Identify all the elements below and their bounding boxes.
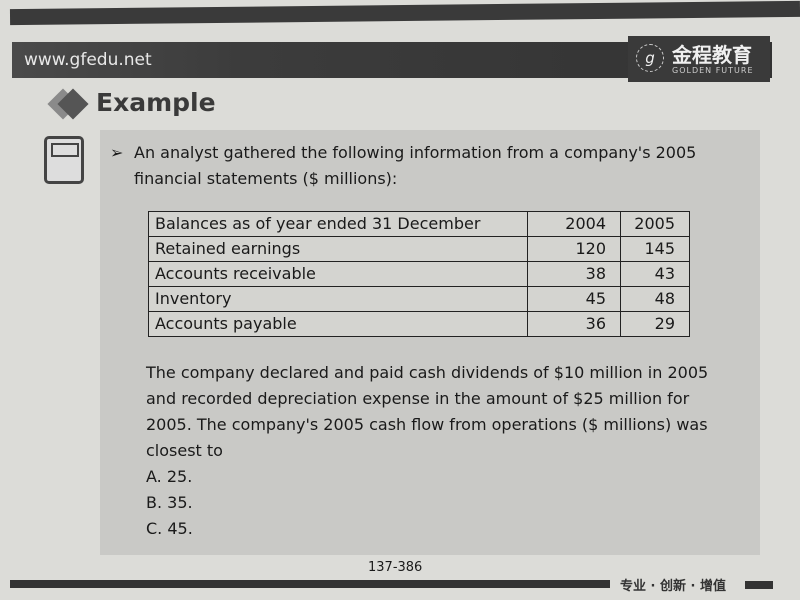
value-2005: 43 [620,261,690,287]
bullet-arrow-icon: ➢ [110,143,124,162]
row-label: Inventory [148,286,528,312]
logo: g 金程教育 GOLDEN FUTURE [628,36,770,82]
value-2004: 38 [527,261,621,287]
row-label: Accounts receivable [148,261,528,287]
table-header-row: Balances as of year ended 31 December 20… [148,211,690,237]
question: The company declared and paid cash divid… [146,360,736,542]
table-row: Accounts payable 36 29 [148,311,690,337]
section-heading: Example [96,88,216,117]
header-cell: Balances as of year ended 31 December [148,211,528,237]
option-b: B. 35. [146,493,193,512]
option-c: C. 45. [146,519,193,538]
logo-mark-icon: g [636,44,664,72]
footer-bar [10,580,610,588]
balances-table: Balances as of year ended 31 December 20… [148,211,690,337]
intro: ➢ An analyst gathered the following info… [110,140,740,192]
page-number: 137-386 [368,560,423,575]
intro-text: An analyst gathered the following inform… [134,143,697,188]
header-cell: 2004 [527,211,621,237]
example-box [100,130,760,555]
row-label: Accounts payable [148,311,528,337]
header-cell: 2005 [620,211,690,237]
question-text: The company declared and paid cash divid… [146,363,709,460]
calculator-icon [44,136,84,184]
logo-text: 金程教育 [672,43,752,67]
value-2005: 48 [620,286,690,312]
top-band [9,0,800,26]
table-row: Inventory 45 48 [148,286,690,312]
logo-subtext: GOLDEN FUTURE [672,66,754,75]
value-2005: 29 [620,311,690,337]
value-2004: 36 [527,311,621,337]
site-url: www.gfedu.net [24,50,152,70]
value-2004: 120 [527,236,621,262]
table-row: Accounts receivable 38 43 [148,261,690,287]
table-row: Retained earnings 120 145 [148,236,690,262]
value-2005: 145 [620,236,690,262]
footer-slogan: 专业 · 创新 · 增值 [620,579,726,594]
row-label: Retained earnings [148,236,528,262]
value-2004: 45 [527,286,621,312]
footer-bar-end [745,581,773,589]
option-a: A. 25. [146,467,193,486]
